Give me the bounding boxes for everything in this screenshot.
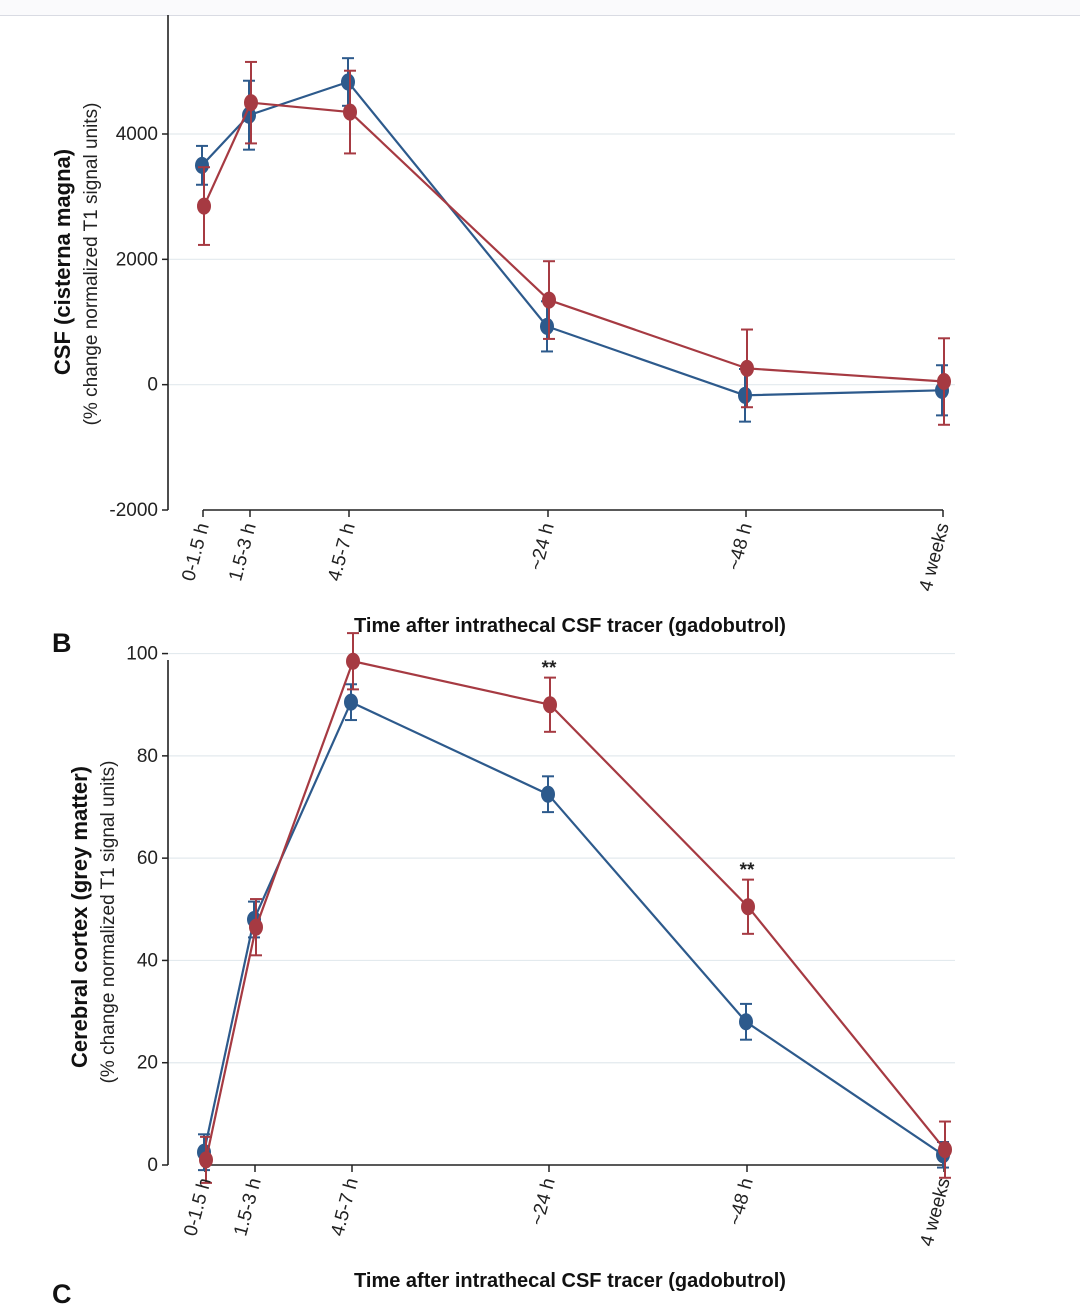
y-tick-label: 0 [147,1155,158,1176]
csf-series [195,57,951,426]
cortex-tick-labels: 0 20 40 60 80 100 0-1.5 h 1.5-3 h 4.5-7 h ~24 h ~4… [126,644,955,1249]
x-tick-label: 0-1.5 h [178,521,214,584]
y-tick-label: 100 [126,644,158,665]
cortex-xlabel: Time after intrathecal CSF tracer (gadob… [354,1270,786,1292]
x-tick-label: ~48 h [724,521,757,573]
data-point-red [244,94,258,112]
data-point-red [937,373,951,391]
significance-marker: ** [740,860,755,881]
window-top-rule [0,0,1080,16]
cortex-series [197,632,952,1184]
y-tick-label: 20 [137,1053,158,1074]
x-tick-label: 4.5-7 h [327,1176,363,1239]
x-tick-label: ~24 h [527,1176,560,1228]
csf-axes [162,15,944,517]
data-point-blue [540,317,554,335]
cortex-annotations: ** ** [542,658,755,881]
data-point-blue [195,156,209,174]
data-point-blue [541,785,555,803]
cortex-gridlines [168,652,955,1064]
y-tick-label: 4000 [116,124,158,145]
significance-marker: ** [542,658,557,679]
panel-label-c: C [52,1279,72,1305]
cortex-ylabel-sub: (% change normalized T1 signal units) [98,761,119,1084]
series-line-blue [202,701,944,1156]
csf-ylabel-sub: (% change normalized T1 signal units) [81,103,102,426]
data-point-red [542,291,556,309]
data-point-blue [738,386,752,404]
data-point-red [741,898,755,916]
y-tick-label: 80 [137,746,158,767]
series-line-red [202,101,945,383]
series-line-red [204,660,946,1161]
data-point-red [343,103,357,121]
data-point-red [938,1141,952,1159]
data-point-red [199,1151,213,1169]
panel-label-b: B [52,628,72,658]
data-point-blue [739,1013,753,1031]
data-point-red [197,197,211,215]
y-tick-label: -2000 [109,500,158,521]
csf-ylabel: CSF (cisterna magna) [50,149,75,375]
csf-xlabel: Time after intrathecal CSF tracer (gadob… [354,615,786,637]
x-tick-label: 4 weeks [917,1176,955,1249]
csf-gridlines [168,133,955,386]
x-tick-label: 1.5-3 h [225,521,261,584]
cortex-ylabel: Cerebral cortex (grey matter) [67,766,92,1068]
data-point-blue [341,73,355,91]
csf-chart: -2000 0 2000 4000 0-1.5 h 1.5-3 h 4.5-7 h ~24 h… [50,15,955,637]
data-point-blue [344,693,358,711]
x-tick-label: 1.5-3 h [230,1176,266,1239]
x-tick-label: 4 weeks [916,521,954,594]
x-tick-label: 4.5-7 h [324,521,360,584]
y-tick-label: 60 [137,848,158,869]
cortex-chart: 0 20 40 60 80 100 0-1.5 h 1.5-3 h 4.5-7 h ~24 h ~4… [67,632,955,1292]
csf-tick-labels: -2000 0 2000 4000 0-1.5 h 1.5-3 h 4.5-7 h ~24 h… [109,124,953,594]
data-point-red [346,652,360,670]
data-point-red [543,696,557,714]
series-line-blue [201,80,943,397]
y-tick-label: 2000 [116,249,158,270]
y-tick-label: 40 [137,950,158,971]
data-point-red [740,359,754,377]
x-tick-label: 0-1.5 h [180,1176,216,1239]
y-tick-label: 0 [147,375,158,396]
x-tick-label: ~48 h [725,1176,758,1228]
x-tick-label: ~24 h [526,521,559,573]
data-point-red [249,918,263,936]
